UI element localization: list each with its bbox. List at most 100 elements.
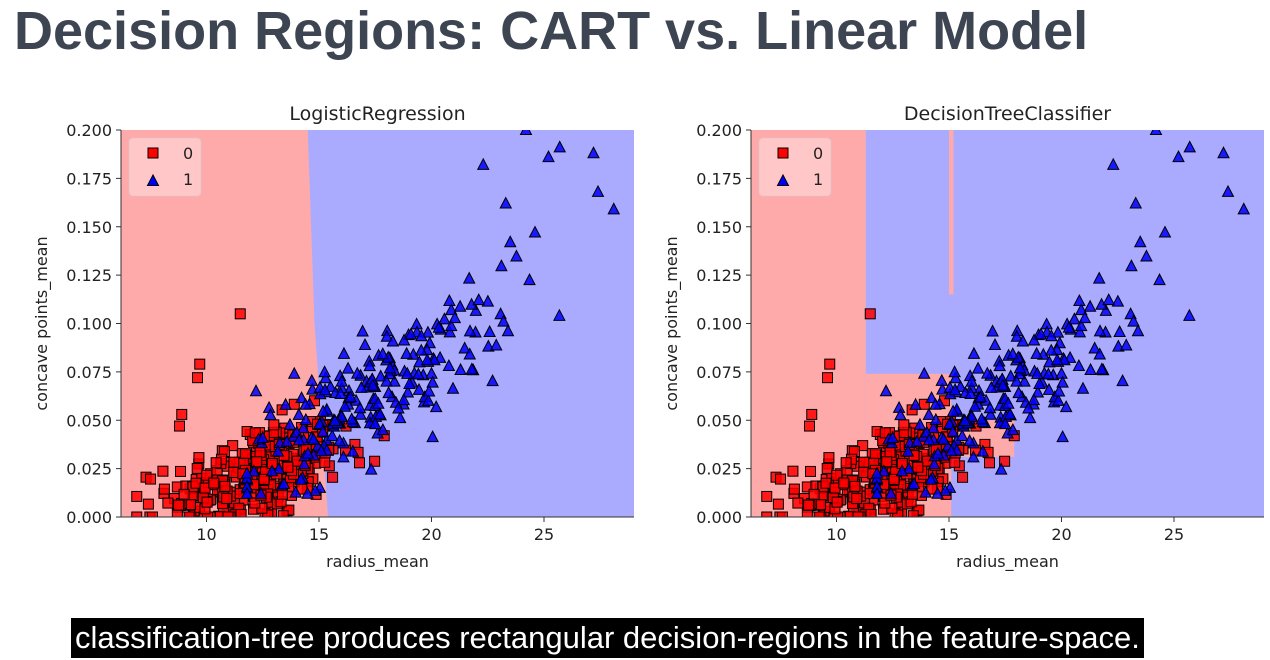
point-class-1 [1056, 430, 1069, 443]
point-class-0 [131, 511, 143, 517]
point-class-1 [338, 399, 352, 412]
point-class-0 [172, 499, 184, 511]
point-class-0 [838, 477, 850, 489]
point-class-1 [448, 311, 462, 324]
y-tick-label: 0.150 [696, 218, 742, 237]
point-class-1 [1030, 366, 1044, 379]
point-class-1 [967, 346, 981, 359]
point-class-0 [792, 497, 804, 509]
point-class-1 [884, 486, 898, 499]
slide-title: Decision Regions: CART vs. Linear Model [14, 1, 1089, 61]
point-class-1 [1074, 318, 1088, 332]
point-class-1 [587, 146, 600, 159]
point-class-0 [288, 398, 300, 410]
point-class-1 [1072, 358, 1086, 372]
point-class-0 [805, 465, 817, 477]
point-class-1 [1062, 320, 1076, 333]
point-class-1 [307, 432, 320, 445]
point-class-0 [858, 456, 870, 468]
point-class-0 [208, 477, 220, 489]
point-class-1 [542, 150, 555, 163]
point-class-1 [346, 444, 360, 457]
point-class-1 [277, 476, 291, 490]
point-class-1 [446, 381, 460, 394]
point-class-1 [1111, 294, 1125, 307]
y-axis-label: concave points_mean [32, 236, 52, 410]
point-class-1 [328, 413, 342, 426]
point-class-1 [984, 407, 997, 420]
y-tick-label: 0.075 [696, 363, 742, 382]
x-tick-label: 10 [196, 525, 216, 544]
point-class-1 [1093, 324, 1107, 337]
point-class-1 [481, 294, 495, 307]
point-class-1 [1095, 362, 1109, 375]
point-class-1 [1059, 400, 1073, 413]
point-class-1 [976, 444, 990, 457]
point-class-1 [318, 365, 331, 378]
legend-label-0: 0 [183, 144, 193, 163]
point-class-1 [401, 385, 415, 398]
point-class-1 [503, 235, 517, 248]
point-class-1 [297, 421, 310, 434]
point-class-1 [283, 417, 297, 430]
point-class-1 [400, 346, 413, 359]
y-tick-label: 0.000 [66, 508, 112, 527]
point-class-1 [1093, 347, 1107, 360]
point-class-0 [772, 498, 784, 510]
point-class-0 [147, 511, 158, 517]
point-class-1 [476, 157, 490, 170]
point-class-0 [999, 455, 1011, 467]
point-class-1 [1012, 386, 1025, 399]
point-class-1 [382, 386, 395, 399]
point-class-1 [971, 361, 985, 374]
x-axis-label: radius_mean [326, 552, 429, 572]
point-class-1 [426, 375, 439, 388]
point-class-1 [412, 367, 425, 380]
point-class-1 [1183, 308, 1196, 321]
point-class-1 [998, 417, 1012, 430]
point-class-0 [221, 493, 233, 505]
point-class-1 [247, 464, 261, 477]
point-class-1 [925, 391, 938, 404]
point-class-1 [486, 374, 499, 387]
region-class-0 [751, 130, 866, 517]
point-class-1 [938, 483, 952, 496]
point-class-1 [1183, 140, 1197, 153]
point-class-0 [249, 497, 261, 509]
point-class-0 [761, 511, 773, 517]
point-class-0 [852, 511, 864, 517]
y-tick-label: 0.100 [66, 315, 112, 334]
point-class-0 [194, 358, 206, 370]
point-class-1 [1084, 362, 1097, 375]
point-class-1 [271, 444, 285, 457]
y-tick-label: 0.125 [66, 266, 112, 285]
point-class-1 [1042, 382, 1056, 395]
point-class-1 [364, 462, 378, 475]
point-class-1 [988, 337, 1002, 351]
point-class-1 [949, 371, 962, 384]
point-class-1 [472, 293, 486, 306]
point-class-1 [458, 341, 471, 354]
point-class-1 [444, 318, 458, 332]
point-class-1 [591, 184, 605, 197]
point-class-1 [931, 486, 944, 499]
point-class-1 [371, 396, 385, 409]
point-class-1 [499, 196, 513, 209]
point-class-0 [884, 446, 896, 458]
point-class-0 [761, 490, 773, 502]
point-class-0 [228, 456, 240, 468]
point-class-1 [879, 384, 893, 397]
point-class-1 [1073, 325, 1087, 338]
point-class-0 [949, 456, 961, 468]
point-class-1 [965, 374, 979, 387]
y-tick-label: 0.075 [66, 363, 112, 382]
point-class-1 [922, 407, 936, 420]
point-class-1 [280, 434, 294, 447]
point-class-1 [1074, 302, 1088, 316]
chart-title: DecisionTreeClassifier [904, 103, 1111, 125]
point-class-1 [910, 434, 924, 447]
point-class-1 [1052, 384, 1066, 397]
point-class-1 [412, 382, 426, 395]
point-class-1 [314, 444, 328, 457]
point-class-1 [974, 390, 987, 403]
